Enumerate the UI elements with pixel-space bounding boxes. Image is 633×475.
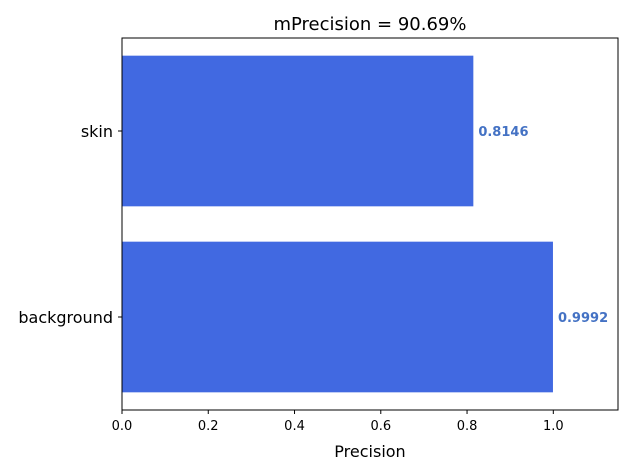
bars-group [122,55,553,393]
x-tick-label: 0.6 [370,419,391,434]
bar-background [122,241,553,393]
x-axis-label: Precision [334,442,405,461]
x-tick-label: 0.4 [284,419,305,434]
plot-frame [121,37,619,411]
x-tick-label: 0.2 [198,419,219,434]
value-label-skin: 0.8146 [478,125,528,140]
x-tick-label: 0.0 [112,419,133,434]
chart-title: mPrecision = 90.69% [273,14,466,35]
y-ticks-group: skin background [18,122,122,327]
x-tick-label: 0.8 [457,419,478,434]
value-labels-group: 0.8146 0.9992 [478,125,608,326]
category-label-background: background [18,308,113,327]
category-label-skin: skin [81,122,113,141]
x-ticks-group: 0.0 0.2 0.4 0.6 0.8 1.0 [112,410,564,434]
bar-skin [122,55,474,207]
value-label-background: 0.9992 [558,311,608,326]
x-tick-label: 1.0 [543,419,564,434]
